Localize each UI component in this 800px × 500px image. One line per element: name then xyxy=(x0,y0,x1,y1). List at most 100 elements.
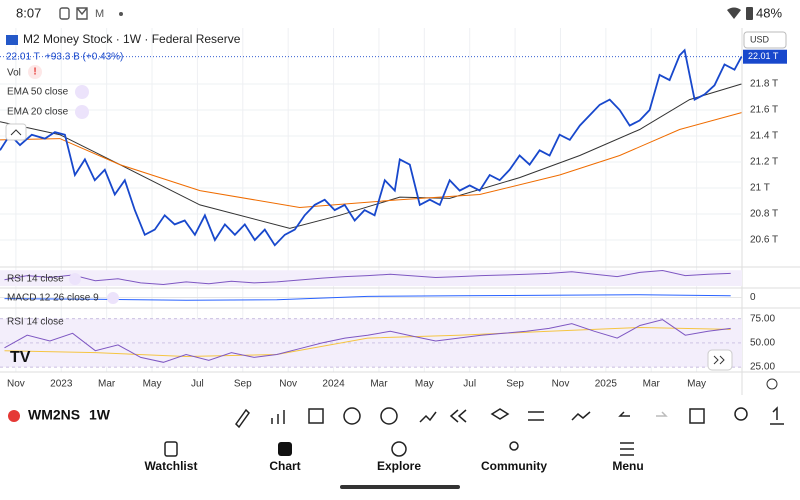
gesture-bar xyxy=(340,485,460,489)
indicator-label[interactable]: EMA 50 close xyxy=(7,87,69,98)
status-time: 8:07 xyxy=(16,5,41,20)
x-tick-label: 2024 xyxy=(322,379,345,390)
rsi-line xyxy=(4,319,731,363)
x-tick-label: Nov xyxy=(279,379,297,390)
y-tick-label: 21.2 T xyxy=(750,157,778,168)
settings-tool[interactable] xyxy=(528,411,544,421)
currency-button[interactable] xyxy=(743,31,787,49)
x-tick-label: Nov xyxy=(7,379,25,390)
y-tick-label: 50.00 xyxy=(750,338,775,349)
y-tick-label: 21.4 T xyxy=(750,131,778,142)
x-tick-label: Jul xyxy=(191,379,204,390)
x-tick-label: 2025 xyxy=(595,379,618,390)
pane-label: RSI 14 close xyxy=(7,274,64,285)
legend: M2 Money Stock · 1W · Federal Reserve 22… xyxy=(5,32,241,141)
series-line xyxy=(0,48,743,247)
symbol-icon xyxy=(8,410,20,422)
x-tick-label: May xyxy=(687,379,706,390)
x-tick-label: Sep xyxy=(234,379,252,390)
y-tick-label: 20.8 T xyxy=(750,209,778,220)
y-tick-label: 0 xyxy=(750,292,756,303)
interval[interactable]: 1W xyxy=(89,407,111,423)
pane-label: RSI 14 close xyxy=(7,317,64,328)
x-tick-label: 2023 xyxy=(50,379,73,390)
pane-band xyxy=(0,270,742,287)
price-label: 22.01 T xyxy=(748,51,779,61)
toolbar: WM2NS 1W xyxy=(8,406,784,429)
rsi-line xyxy=(4,269,731,286)
compare-tool[interactable] xyxy=(419,411,437,423)
x-tick-label: Mar xyxy=(370,379,388,390)
trend-tool[interactable] xyxy=(571,411,591,421)
collapse-icon xyxy=(10,129,22,136)
alert-tool[interactable] xyxy=(380,407,398,425)
x-tick-label: Nov xyxy=(552,379,570,390)
indicator-label[interactable]: Vol xyxy=(7,68,21,79)
bottom-nav: Watchlist Chart Explore Community Menu xyxy=(145,441,644,473)
x-tick-label: Mar xyxy=(643,379,661,390)
pane-label: MACD 12 26 close 9 xyxy=(7,293,99,304)
price-label-box xyxy=(743,49,787,64)
y-tick-label: 25.00 xyxy=(750,362,775,373)
reload-icon[interactable] xyxy=(107,292,119,304)
community-icon[interactable] xyxy=(509,441,519,451)
series-line xyxy=(0,83,742,229)
watchlist-icon[interactable] xyxy=(164,441,178,457)
bulb-tool[interactable] xyxy=(734,407,748,421)
rsi-ma-line xyxy=(4,326,731,358)
fullscreen-tool[interactable] xyxy=(689,408,705,424)
chart-icon[interactable] xyxy=(278,442,292,456)
reload-icon[interactable] xyxy=(75,85,89,99)
symbol[interactable]: WM2NS xyxy=(28,407,80,423)
status-icons: M xyxy=(59,7,753,20)
nav-label[interactable]: Community xyxy=(481,459,547,473)
nav-label[interactable]: Chart xyxy=(269,459,300,473)
x-tick-label: May xyxy=(415,379,434,390)
macd-line xyxy=(4,294,731,301)
series-line xyxy=(0,112,742,209)
y-tick-label: 75.00 xyxy=(750,313,775,324)
logo: TV xyxy=(10,349,31,366)
warning-icon[interactable] xyxy=(28,65,42,79)
chart-title: M2 Money Stock · 1W · Federal Reserve xyxy=(23,32,241,46)
nav-label[interactable]: Explore xyxy=(377,459,421,473)
indicators-tool[interactable] xyxy=(271,410,285,424)
objects-tool[interactable] xyxy=(490,408,510,420)
share-tool[interactable] xyxy=(770,406,784,425)
collapse-button[interactable] xyxy=(5,123,27,141)
reload-icon[interactable] xyxy=(69,273,81,285)
flag-icon xyxy=(6,35,18,45)
layouts-tool[interactable] xyxy=(308,408,324,424)
battery: 48% xyxy=(756,5,782,20)
replay-tool[interactable] xyxy=(449,409,467,423)
warning-mark: ! xyxy=(33,67,36,78)
x-tick-label: May xyxy=(143,379,162,390)
scroll-button[interactable] xyxy=(707,349,733,371)
draw-tool[interactable] xyxy=(235,408,250,429)
y-tick-label: 21.8 T xyxy=(750,79,778,90)
add-tool[interactable] xyxy=(343,407,361,425)
x-tick-label: Jul xyxy=(463,379,476,390)
undo-tool[interactable] xyxy=(618,411,630,417)
explore-icon[interactable] xyxy=(391,441,407,457)
svg-text:M: M xyxy=(95,8,104,20)
y-tick-label: 21.6 T xyxy=(750,105,778,116)
indicator-label[interactable]: EMA 20 close xyxy=(7,107,69,118)
menu-icon[interactable] xyxy=(620,442,634,456)
scroll-icon xyxy=(713,355,725,365)
currency[interactable]: USD xyxy=(750,34,770,44)
nav-label[interactable]: Watchlist xyxy=(145,459,198,473)
y-tick-label: 21 T xyxy=(750,183,770,194)
reload-icon[interactable] xyxy=(75,105,89,119)
x-tick-label: Sep xyxy=(506,379,524,390)
change: +93.3 B (+0.43%) xyxy=(45,52,123,63)
last-value: 22.01 T xyxy=(6,52,40,63)
settings-icon[interactable] xyxy=(766,378,778,390)
redo-tool[interactable] xyxy=(656,411,668,417)
y-tick-label: 20.6 T xyxy=(750,235,778,246)
nav-label[interactable]: Menu xyxy=(612,459,643,473)
x-tick-label: Mar xyxy=(98,379,116,390)
